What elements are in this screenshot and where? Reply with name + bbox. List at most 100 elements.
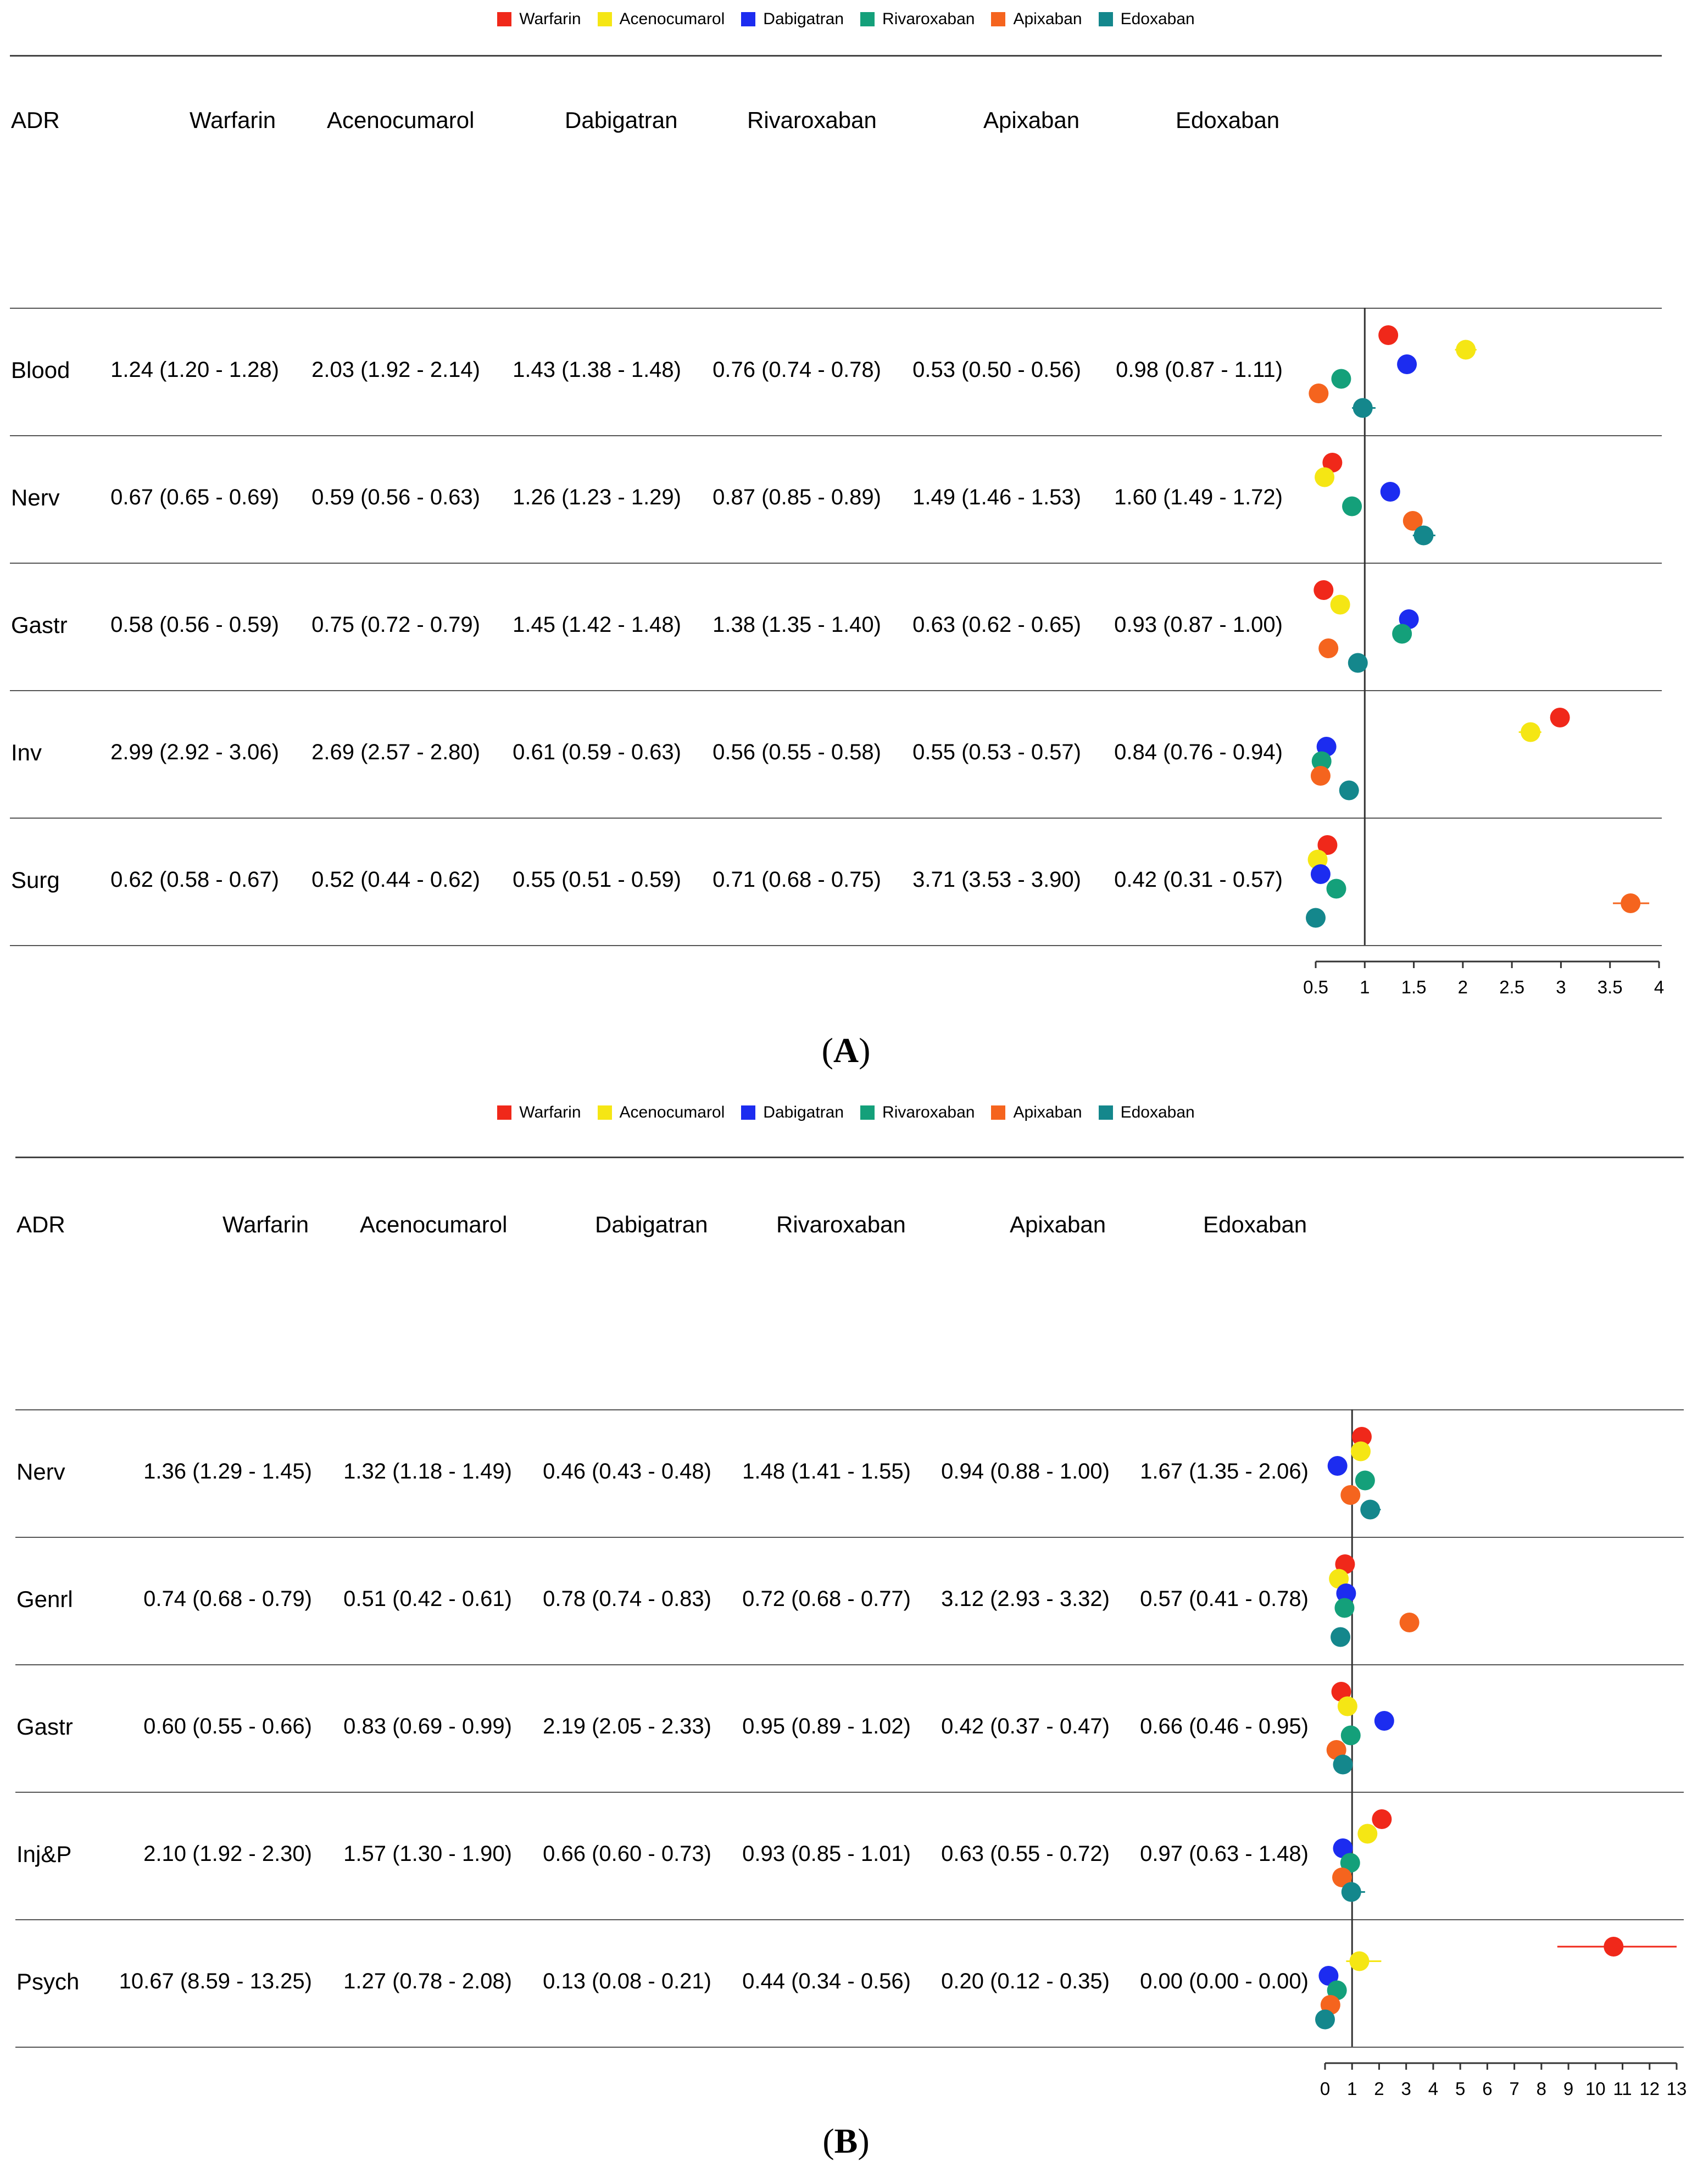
estimate-cell: 1.24 (1.20 - 1.28)	[110, 358, 279, 382]
estimate-cell: 0.83 (0.69 - 0.99)	[343, 1714, 512, 1738]
estimate-cell: 1.36 (1.29 - 1.45)	[143, 1459, 312, 1483]
estimate-point	[1309, 384, 1329, 403]
estimate-point	[1350, 1441, 1371, 1461]
x-tick-label: 4	[1428, 2079, 1438, 2099]
row-label: Nerv	[16, 1459, 65, 1485]
legend-item: Warfarin	[497, 10, 581, 29]
estimate-point	[1621, 893, 1641, 913]
row-divider	[10, 945, 1662, 946]
x-tick-label: 5	[1455, 2079, 1465, 2099]
estimate-point	[1399, 1613, 1420, 1632]
estimate-cell: 2.03 (1.92 - 2.14)	[311, 358, 480, 382]
estimate-point	[1397, 354, 1417, 374]
legend-item: Warfarin	[497, 1103, 581, 1122]
x-tick-label: 1.5	[1401, 977, 1427, 997]
estimate-cell: 0.78 (0.74 - 0.83)	[543, 1587, 711, 1611]
x-tick-label: 10	[1585, 2079, 1606, 2099]
column-header: Edoxaban	[1203, 1212, 1307, 1237]
forest-plot: 0.5 1 1.5 2 2.5 3 3.5 4	[1303, 308, 1664, 997]
legend-label: Acenocumarol	[619, 10, 725, 28]
estimate-cell: 0.42 (0.31 - 0.57)	[1114, 868, 1283, 892]
estimate-point	[1349, 1951, 1370, 1971]
legend-label: Apixaban	[1013, 1103, 1082, 1121]
row-divider	[15, 2047, 1684, 2048]
legend-swatch	[1098, 1105, 1113, 1120]
row-label: Psych	[16, 1969, 80, 1994]
estimate-point	[1331, 1627, 1351, 1647]
estimate-point	[1413, 525, 1434, 546]
estimate-cell: 0.93 (0.85 - 1.01)	[742, 1842, 911, 1866]
estimate-cell: 2.99 (2.92 - 3.06)	[110, 740, 279, 764]
row-label: Nerv	[11, 485, 60, 510]
row-divider	[10, 563, 1662, 564]
estimate-point	[1327, 1456, 1348, 1476]
panel-caption: (A)	[821, 1031, 871, 1070]
x-tick-label: 4	[1654, 977, 1664, 997]
row-divider	[10, 435, 1662, 436]
column-header: Edoxaban	[1176, 107, 1280, 133]
table-top-rule	[15, 1157, 1684, 1158]
x-tick-label: 2	[1458, 977, 1468, 997]
legend-item: Apixaban	[991, 10, 1082, 29]
x-tick-label: 7	[1509, 2079, 1519, 2099]
legend-label: Dabigatran	[763, 1103, 844, 1121]
column-header: Apixaban	[1010, 1212, 1106, 1237]
column-header: Acenocumarol	[360, 1212, 508, 1237]
legend-swatch	[741, 1105, 756, 1120]
column-header: Acenocumarol	[327, 107, 475, 133]
estimate-cell: 0.63 (0.62 - 0.65)	[912, 613, 1081, 637]
legend-item: Rivaroxaban	[860, 10, 975, 29]
estimate-cell: 1.43 (1.38 - 1.48)	[513, 358, 681, 382]
estimate-cell: 0.46 (0.43 - 0.48)	[543, 1459, 711, 1483]
legend-item: Edoxaban	[1098, 1103, 1195, 1122]
header-adr: ADR	[11, 107, 60, 133]
estimate-cell: 0.55 (0.51 - 0.59)	[513, 868, 681, 892]
estimate-cell: 0.93 (0.87 - 1.00)	[1114, 613, 1283, 637]
x-tick-label: 9	[1563, 2079, 1573, 2099]
legend-label: Edoxaban	[1120, 10, 1195, 28]
estimate-point	[1326, 879, 1346, 899]
estimate-cell: 0.58 (0.56 - 0.59)	[110, 613, 279, 637]
estimate-cell: 0.13 (0.08 - 0.21)	[543, 1969, 711, 1993]
row-divider	[10, 818, 1662, 819]
estimate-point	[1353, 398, 1373, 418]
legend-label: Dabigatran	[763, 10, 844, 28]
estimate-point	[1456, 340, 1476, 360]
legend-swatch	[497, 12, 512, 26]
x-tick-label: 8	[1537, 2079, 1546, 2099]
legend-item: Apixaban	[991, 1103, 1082, 1122]
row-divider	[10, 690, 1662, 691]
x-tick-label: 2	[1374, 2079, 1384, 2099]
column-header: Dabigatran	[565, 107, 678, 133]
estimate-cell: 0.71 (0.68 - 0.75)	[713, 868, 881, 892]
column-header: Rivaroxaban	[776, 1212, 906, 1237]
estimate-point	[1360, 1499, 1381, 1520]
legend: Warfarin Acenocumarol Dabigatran Rivaroxaba…	[0, 10, 1692, 29]
estimate-cell: 0.66 (0.60 - 0.73)	[543, 1842, 711, 1866]
legend-label: Warfarin	[519, 10, 581, 28]
column-header: Dabigatran	[595, 1212, 708, 1237]
estimate-point	[1402, 511, 1423, 531]
x-tick-label: 1	[1360, 977, 1370, 997]
row-divider	[15, 1664, 1684, 1665]
panel-b: Warfarin Acenocumarol Dabigatran Rivaroxaba…	[0, 1093, 1692, 2184]
row-label: Genrl	[16, 1586, 73, 1612]
table-top-rule	[10, 55, 1662, 57]
x-tick-label: 3	[1556, 977, 1566, 997]
estimate-point	[1392, 624, 1412, 644]
estimate-cell: 0.72 (0.68 - 0.77)	[742, 1587, 911, 1611]
estimate-cell: 0.57 (0.41 - 0.78)	[1140, 1587, 1309, 1611]
x-tick-label: 3	[1401, 2079, 1411, 2099]
estimate-cell: 0.53 (0.50 - 0.56)	[912, 358, 1081, 382]
estimate-point	[1329, 1569, 1349, 1589]
estimate-cell: 1.27 (0.78 - 2.08)	[343, 1969, 512, 1993]
estimate-point	[1331, 369, 1351, 389]
estimate-cell: 0.76 (0.74 - 0.78)	[713, 358, 881, 382]
estimate-cell: 0.62 (0.58 - 0.67)	[110, 868, 279, 892]
estimate-cell: 1.67 (1.35 - 2.06)	[1140, 1459, 1309, 1483]
legend-swatch	[497, 1105, 512, 1120]
panel-label: A	[833, 1031, 859, 1070]
legend-item: Acenocumarol	[597, 1103, 725, 1122]
estimate-cell: 0.55 (0.53 - 0.57)	[912, 740, 1081, 764]
estimate-point	[1351, 1427, 1372, 1447]
